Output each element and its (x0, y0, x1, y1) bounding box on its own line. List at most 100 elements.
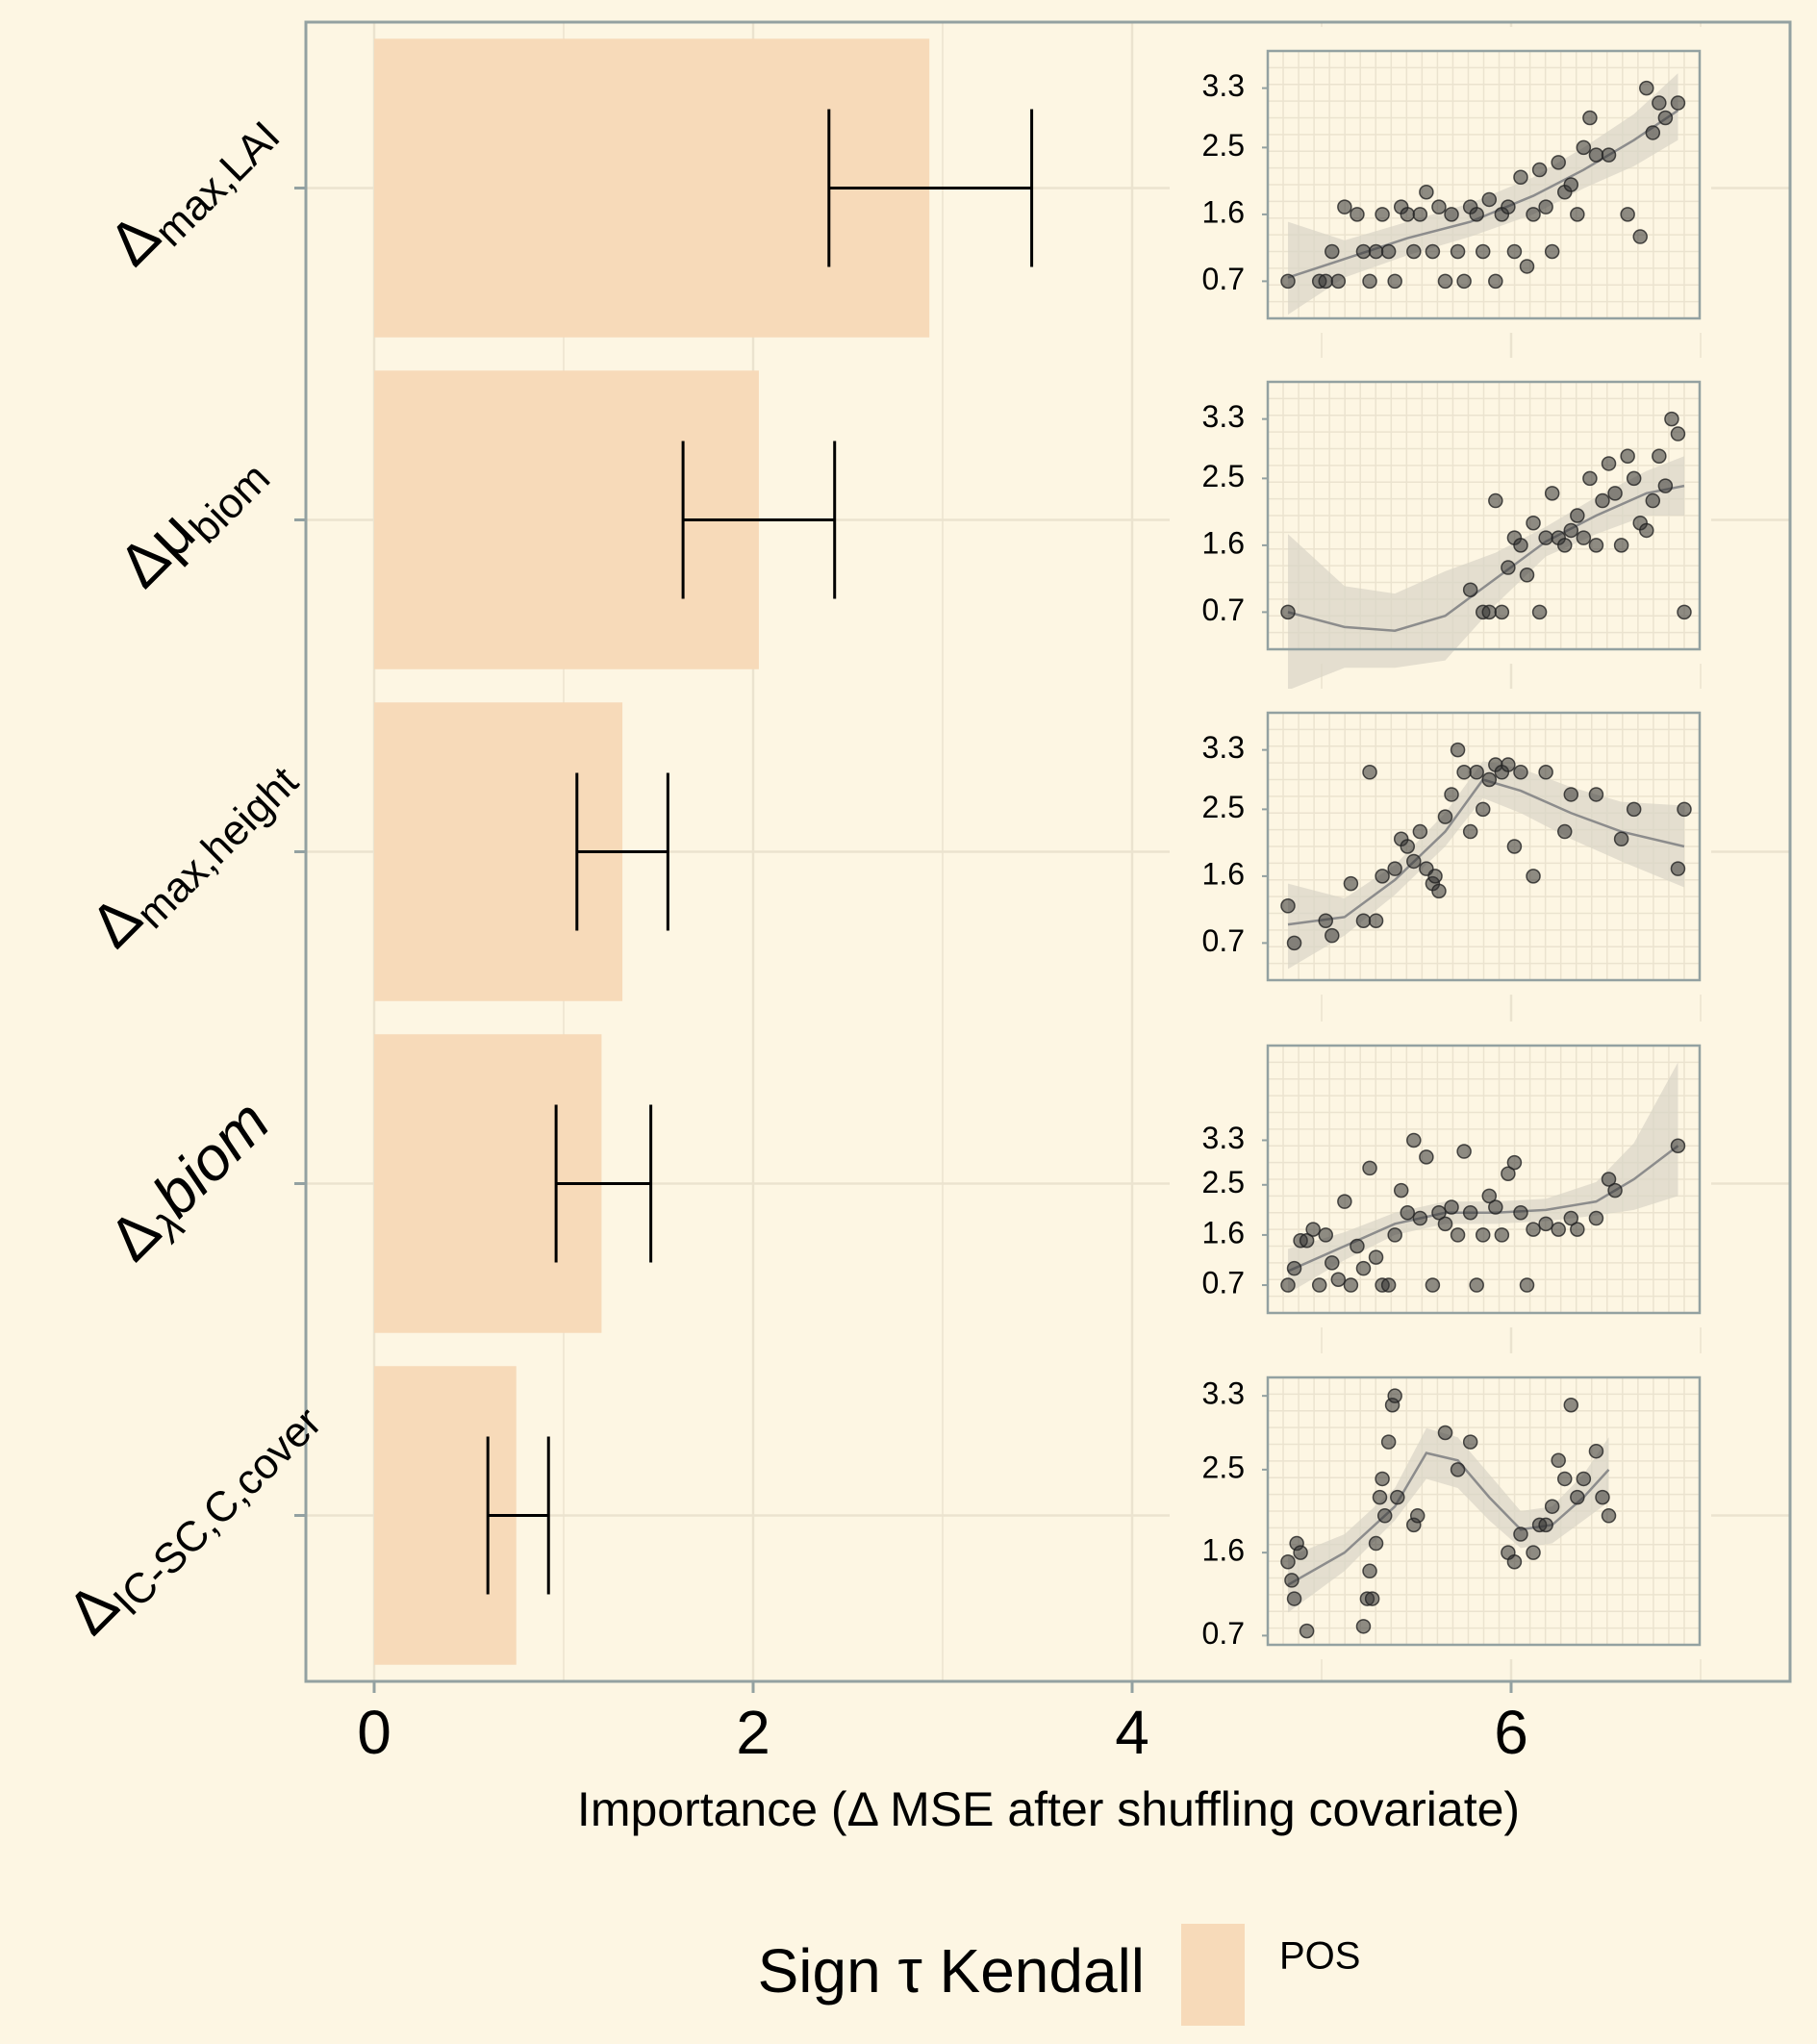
inset-point (1670, 95, 1686, 111)
inset-point (1588, 538, 1604, 553)
inset-frame (1266, 711, 1702, 982)
inset-point (1538, 1517, 1553, 1533)
inset-point (1607, 486, 1623, 501)
inset-point (1355, 243, 1372, 260)
inset-point (1431, 199, 1447, 214)
inset-point (1576, 139, 1592, 156)
inset-point (1437, 809, 1453, 824)
inset-point (1620, 448, 1635, 464)
inset-point (1657, 110, 1674, 126)
inset-point (1481, 1188, 1498, 1204)
inset-point (1412, 207, 1428, 222)
inset-point (1450, 742, 1466, 758)
inset-point (1375, 869, 1390, 884)
inset-point (1375, 1471, 1390, 1487)
inset-point (1570, 508, 1585, 523)
inset-point (1576, 1471, 1592, 1487)
inset-point (1355, 1619, 1372, 1634)
inset-point (1670, 426, 1686, 442)
inset-point (1318, 1227, 1333, 1243)
inset-frame (1266, 49, 1702, 320)
inset-confidence-band (1288, 1062, 1678, 1294)
inset-point (1305, 1222, 1321, 1237)
inset-point (1299, 1232, 1315, 1249)
inset-point (1488, 492, 1503, 509)
inset-point (1563, 522, 1579, 539)
inset-point (1406, 243, 1422, 260)
inset-point (1556, 538, 1573, 553)
inset-point (1551, 1222, 1566, 1237)
inset-point (1299, 1623, 1315, 1639)
inset-point (1368, 243, 1384, 260)
inset-point (1400, 1205, 1416, 1221)
inset-point (1362, 273, 1377, 290)
inset-y-tick-label: 3.3 (1202, 68, 1245, 103)
inset-point (1677, 801, 1692, 818)
inset-point (1601, 1172, 1617, 1187)
inset-point (1364, 1591, 1380, 1606)
inset-point (1387, 861, 1402, 876)
inset-point (1330, 1272, 1347, 1287)
inset-point (1588, 147, 1604, 163)
inset-y-tick-label: 2.5 (1202, 459, 1245, 493)
inset-point (1526, 207, 1541, 222)
inset-point (1325, 243, 1340, 260)
inset-point (1538, 530, 1553, 545)
inset-point (1526, 515, 1541, 531)
x-axis: 0 2 4 6 (357, 1681, 1528, 1767)
inset-frame (1266, 380, 1702, 651)
inset-point (1652, 95, 1667, 111)
inset-panel: 3.3 2.5 1.6 0.7 (1170, 27, 1711, 333)
inset-point (1286, 935, 1302, 951)
inset-point (1372, 1489, 1388, 1505)
x-tick-label: 6 (1494, 1698, 1528, 1767)
inset-point (1380, 1277, 1397, 1293)
inset-point (1601, 1508, 1617, 1524)
inset-point (1570, 1222, 1585, 1237)
inset-point (1343, 875, 1359, 892)
inset-point (1588, 787, 1604, 802)
inset-y-tick-label: 3.3 (1202, 399, 1245, 434)
inset-point (1556, 1471, 1573, 1487)
inset-point (1456, 1144, 1472, 1159)
inset-point (1544, 243, 1560, 260)
inset-point (1337, 1194, 1352, 1209)
inset-panel: 3.3 2.5 1.6 0.7 (1170, 689, 1711, 995)
inset-point (1350, 1238, 1365, 1254)
inset-point (1481, 604, 1498, 620)
inset-y-tick-label: 1.6 (1202, 525, 1245, 560)
error-bar (575, 772, 669, 931)
inset-point (1570, 1489, 1585, 1505)
inset-point (1469, 1277, 1484, 1293)
inset-y-tick-label: 1.6 (1202, 1215, 1245, 1249)
inset-point (1362, 1160, 1377, 1176)
inset-point (1286, 1591, 1302, 1606)
inset-point (1387, 273, 1402, 290)
inset-point (1462, 1434, 1478, 1450)
inset-point (1469, 765, 1484, 780)
inset-point (1380, 243, 1397, 260)
inset-point (1563, 1398, 1579, 1413)
x-tick-label: 4 (1115, 1698, 1149, 1767)
inset-point (1652, 448, 1667, 464)
inset-point (1325, 1255, 1340, 1271)
inset-point (1613, 831, 1629, 847)
legend: Sign τ Kendall POS (758, 1924, 1360, 2026)
inset-point (1664, 411, 1679, 427)
inset-point (1506, 1553, 1523, 1570)
inset-point (1380, 1434, 1397, 1450)
inset-point (1531, 162, 1548, 178)
inset-point (1462, 1205, 1478, 1221)
inset-y-tick-label: 2.5 (1202, 1450, 1245, 1484)
inset-point (1337, 199, 1352, 214)
inset-point (1595, 1489, 1610, 1505)
inset-panel: 3.3 2.5 1.6 0.7 (1170, 1022, 1711, 1327)
inset-point (1544, 1499, 1560, 1514)
inset-confidence-band (1288, 456, 1684, 691)
inset-point (1387, 1227, 1402, 1243)
inset-point (1419, 1149, 1434, 1165)
inset-point (1494, 1227, 1510, 1243)
inset-point (1582, 110, 1598, 126)
inset-y-tick-label: 1.6 (1202, 1533, 1245, 1568)
inset-point (1393, 1182, 1409, 1199)
